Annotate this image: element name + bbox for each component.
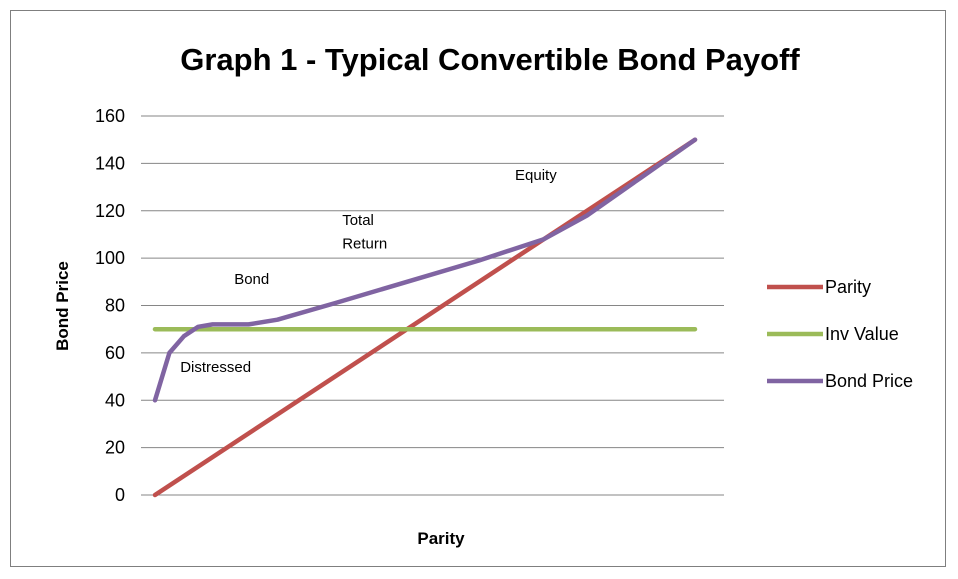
gridlines xyxy=(141,115,724,496)
annotation-label: Equity xyxy=(515,167,557,184)
annotation-label: Total xyxy=(342,212,374,229)
legend-label: Inv Value xyxy=(825,324,899,344)
series-line-bond-price xyxy=(152,137,698,403)
series-lines xyxy=(152,137,698,498)
y-tick-label: 160 xyxy=(95,106,125,126)
y-tick-labels: 0 20 40 60 80 100 120 140 160 xyxy=(95,106,125,505)
y-tick-label: 100 xyxy=(95,248,125,268)
legend: Parity Inv Value Bond Price xyxy=(767,277,913,391)
y-tick-label: 0 xyxy=(115,485,125,505)
y-tick-label: 80 xyxy=(105,296,125,316)
y-tick-label: 20 xyxy=(105,438,125,458)
series-line-parity xyxy=(152,137,698,498)
y-axis-title: Bond Price xyxy=(53,261,72,351)
x-axis-title: Parity xyxy=(417,529,465,548)
annotations: Distressed Bond Total Return Equity xyxy=(180,167,557,376)
y-tick-label: 140 xyxy=(95,153,125,173)
annotation-label: Return xyxy=(342,236,387,253)
y-tick-label: 40 xyxy=(105,390,125,410)
legend-label: Parity xyxy=(825,277,871,297)
y-tick-label: 60 xyxy=(105,343,125,363)
chart-title: Graph 1 - Typical Convertible Bond Payof… xyxy=(180,42,800,77)
annotation-label: Bond xyxy=(234,271,269,288)
legend-label: Bond Price xyxy=(825,371,913,391)
y-tick-label: 120 xyxy=(95,201,125,221)
annotation-label: Distressed xyxy=(180,359,251,376)
